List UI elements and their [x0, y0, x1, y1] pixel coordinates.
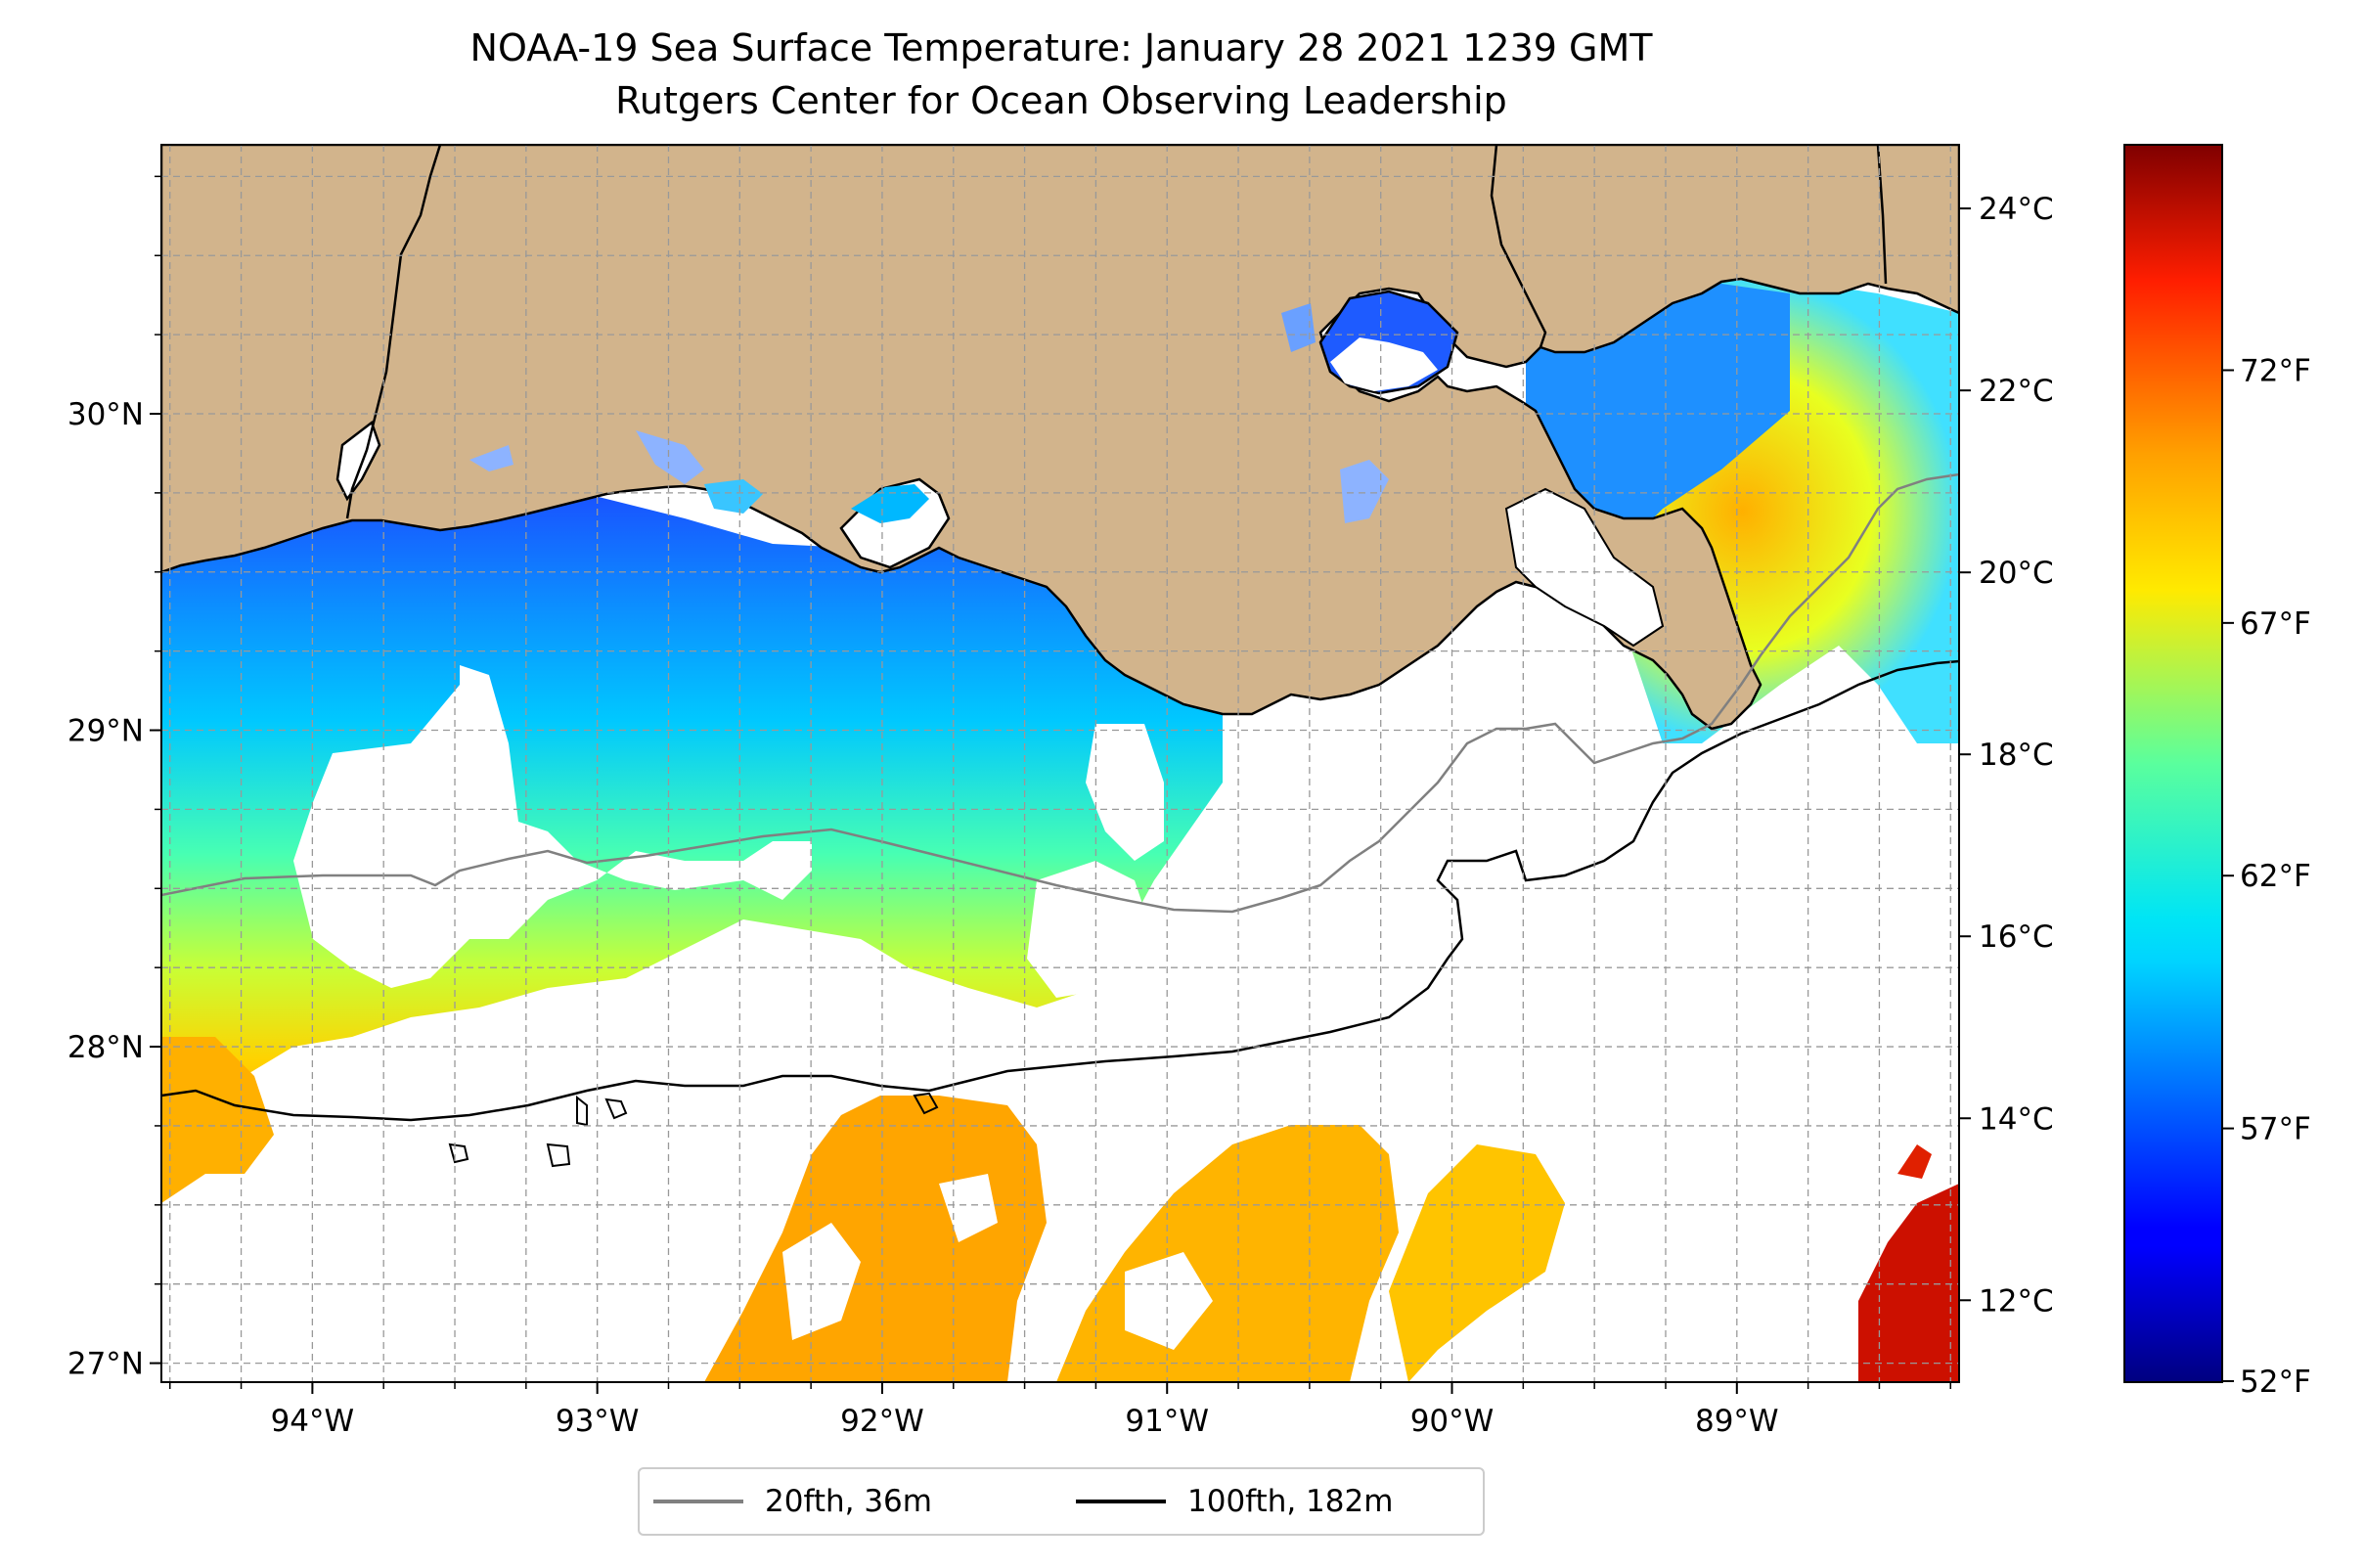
- celsius-tick-label: 14°C: [1979, 1101, 2054, 1137]
- cloud-gap: [1125, 1252, 1213, 1350]
- legend-item-20fth: 20fth, 36m: [653, 1469, 932, 1534]
- colorbar-fahrenheit-axis: 52°F 57°F 62°F 67°F 72°F: [2222, 353, 2311, 1400]
- lat-tick-label: 30°N: [67, 397, 144, 432]
- state-border: [1490, 145, 1547, 348]
- celsius-tick-label: 18°C: [1979, 738, 2054, 773]
- lake: [1281, 303, 1316, 352]
- legend-item-100fth: 100fth, 182m: [1076, 1469, 1393, 1534]
- celsius-tick-label: 16°C: [1979, 919, 2054, 955]
- sst-southwest-warm: [161, 1037, 274, 1203]
- fahrenheit-tick-label: 57°F: [2240, 1112, 2311, 1147]
- lat-tick-label: 27°N: [67, 1347, 144, 1382]
- state-border: [345, 145, 442, 519]
- latitude-axis: 27°N 28°N 29°N 30°N: [67, 175, 161, 1382]
- gridlines: [161, 145, 1959, 1382]
- legend: 20fth, 36m 100fth, 182m: [638, 1467, 1485, 1536]
- lake: [704, 479, 763, 514]
- map-contents: [161, 145, 1959, 1382]
- colorbar-celsius-axis: 12°C 14°C 16°C 18°C 20°C 22°C 24°C: [1959, 192, 2054, 1319]
- lon-tick-label: 89°W: [1695, 1404, 1779, 1439]
- bay: [851, 484, 929, 523]
- fahrenheit-tick-label: 52°F: [2240, 1365, 2311, 1400]
- celsius-tick-label: 20°C: [1979, 556, 2054, 591]
- lat-tick-label: 29°N: [67, 714, 144, 749]
- lat-tick-label: 28°N: [67, 1030, 144, 1065]
- bank-outline: [448, 1092, 939, 1168]
- map-frame: [160, 144, 1960, 1383]
- map-subtitle: Rutgers Center for Ocean Observing Leade…: [615, 79, 1507, 122]
- legend-swatch: [653, 1500, 743, 1503]
- sst-southeast-hot: [1858, 1184, 1959, 1382]
- lake: [636, 430, 704, 484]
- cloud-gap: [782, 1223, 861, 1340]
- cloud-gap: [293, 665, 812, 988]
- legend-label: 100fth, 182m: [1187, 1484, 1394, 1519]
- lon-tick-label: 90°W: [1410, 1404, 1495, 1439]
- legend-label: 20fth, 36m: [765, 1484, 932, 1519]
- cloud-gap: [1027, 861, 1154, 998]
- lake: [1330, 337, 1438, 391]
- fahrenheit-tick-label: 72°F: [2240, 353, 2311, 388]
- sst-coastal-swath: [161, 487, 1223, 1154]
- cloud-gap: [1086, 724, 1164, 861]
- isobath-20fth: [161, 472, 1959, 914]
- legend-swatch: [1076, 1500, 1166, 1503]
- fahrenheit-tick-label: 62°F: [2240, 859, 2311, 894]
- lake: [469, 445, 513, 471]
- lon-tick-label: 94°W: [271, 1404, 355, 1439]
- longitude-axis: 94°W 93°W 92°W 91°W 90°W 89°W: [168, 1382, 1952, 1439]
- fahrenheit-tick-label: 67°F: [2240, 606, 2311, 642]
- lon-tick-label: 91°W: [1125, 1404, 1209, 1439]
- lon-tick-label: 92°W: [840, 1404, 924, 1439]
- lon-tick-label: 93°W: [556, 1404, 640, 1439]
- lake: [1340, 460, 1389, 523]
- map-title: NOAA-19 Sea Surface Temperature: January…: [469, 26, 1653, 69]
- celsius-tick-label: 24°C: [1979, 192, 2054, 227]
- celsius-tick-label: 12°C: [1979, 1283, 2054, 1319]
- colorbar: [2123, 144, 2223, 1383]
- delta-water: [1504, 487, 1665, 648]
- sst-southeast-hot: [1897, 1144, 1932, 1179]
- celsius-tick-label: 22°C: [1979, 374, 2054, 409]
- sst-south-warm: [1389, 1144, 1565, 1382]
- isobath-100fth: [161, 659, 1959, 1122]
